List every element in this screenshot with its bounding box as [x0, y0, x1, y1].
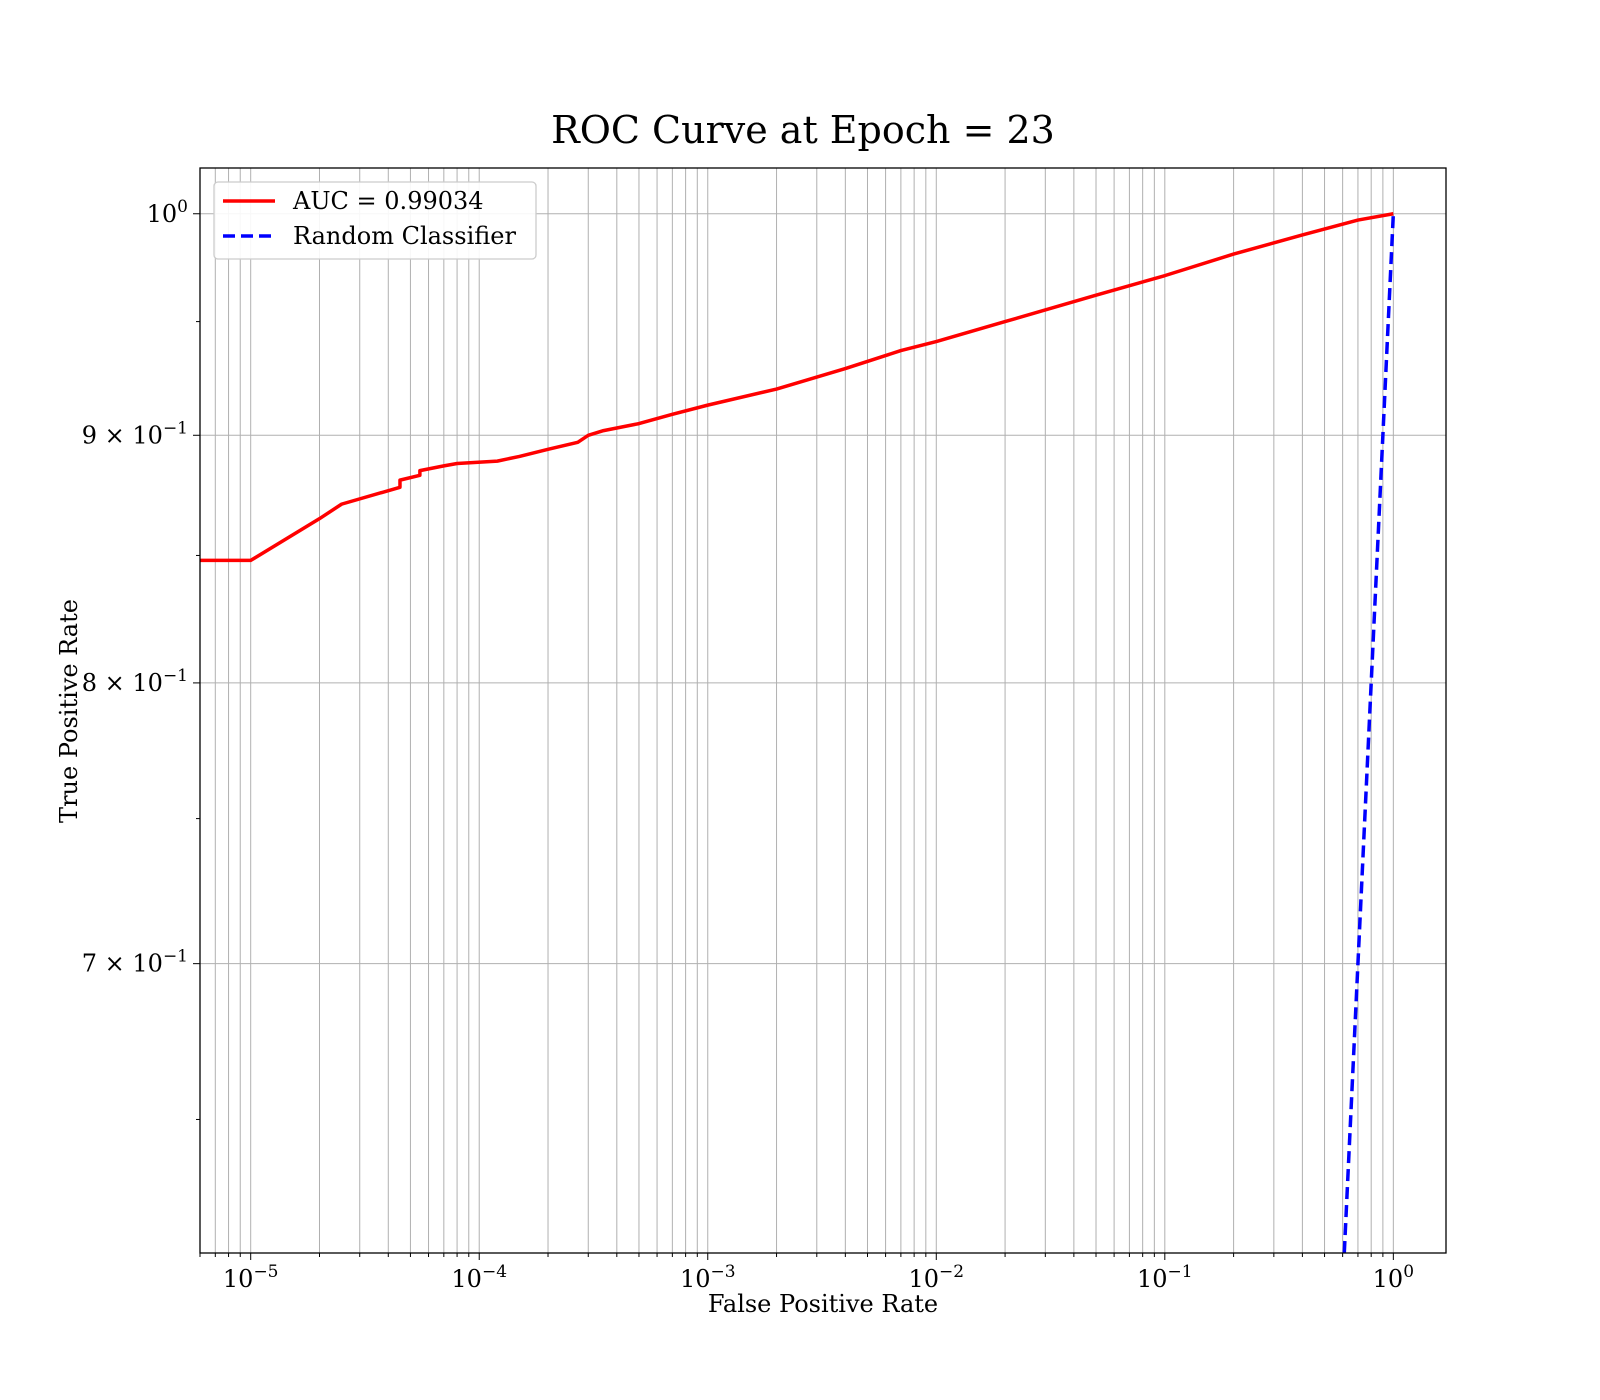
chart-title: ROC Curve at Epoch = 23: [551, 108, 1055, 152]
legend-label-auc: AUC = 0.99034: [292, 187, 484, 215]
y-tick-label: 7 × 10−1: [82, 947, 188, 978]
y-axis-label: True Positive Rate: [55, 599, 83, 823]
x-tick-label: 100: [1373, 1262, 1414, 1293]
x-tick-label: 10−4: [451, 1262, 507, 1293]
x-tick-label: 10−3: [680, 1262, 736, 1293]
legend-box: [213, 181, 537, 260]
plot-frame: [199, 167, 1447, 1254]
series-line-1: [1342, 213, 1396, 1253]
x-tick-label: 10−5: [223, 1262, 279, 1293]
y-tick-label: 9 × 10−1: [82, 418, 188, 449]
legend: AUC = 0.99034 Random Classifier: [213, 181, 537, 260]
x-tick-label: 10−1: [1137, 1262, 1193, 1293]
series-layer: [200, 212, 1396, 1253]
grid: [199, 168, 1446, 1253]
x-axis-ticks: 10−5 10−4 10−3 10−2 10−1 100: [199, 1253, 1414, 1293]
x-tick-label: 10−2: [908, 1262, 964, 1293]
y-tick-label: 8 × 10−1: [82, 666, 188, 697]
x-axis-label: False Positive Rate: [708, 1290, 938, 1318]
y-axis-ticks: 100 9 × 10−1 8 × 10−1 7 × 10−1: [82, 197, 200, 1120]
series-line-0: [200, 212, 1394, 563]
y-tick-label: 100: [147, 197, 188, 228]
legend-label-random: Random Classifier: [293, 222, 516, 250]
